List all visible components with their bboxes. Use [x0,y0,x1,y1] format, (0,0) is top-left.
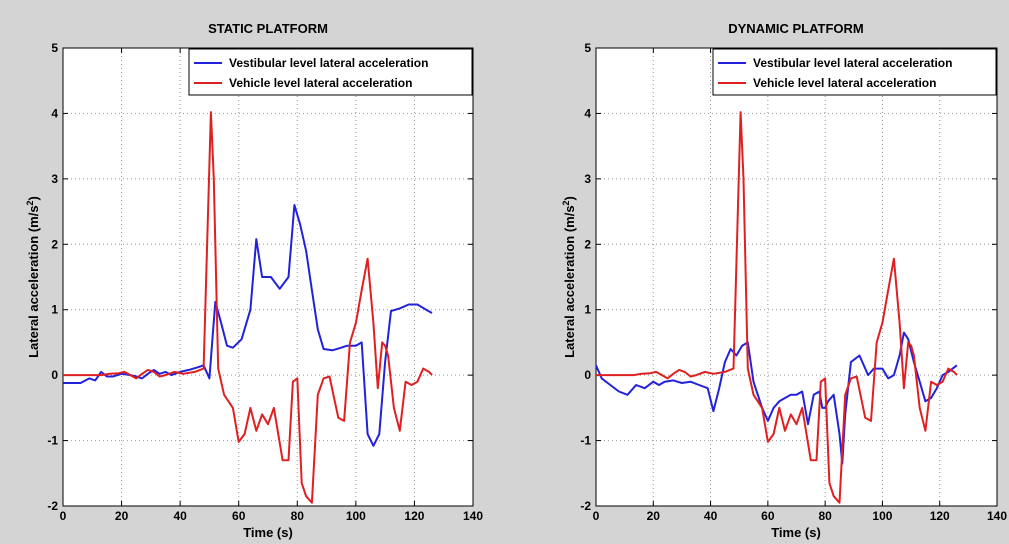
axis-ticks: 0 20 40 60 80 100 120 140 -2 -1 0 1 2 3 4 5 [580,41,1007,523]
legend-label-vehicle: Vehicle level lateral acceleration [229,76,412,90]
y-tick-label: 0 [584,368,591,382]
y-tick-label: -2 [580,499,591,513]
x-tick-label: 80 [291,509,305,523]
y-axis-label-superscript: 2 [25,200,35,205]
chart-dynamic-platform: DYNAMIC PLATFORM 0 20 40 60 80 100 120 140-2-10… [561,21,1007,540]
x-tick-label: 40 [704,509,718,523]
y-tick-label: 1 [51,303,58,317]
gridlines [596,48,997,506]
axis-ticks: 0 20 40 60 80 100 120 140 -2 -1 0 1 2 3 4 5 [47,41,483,523]
series-line-vehicle [596,111,958,504]
y-axis-label-main: Lateral acceleration (m/s [562,205,577,357]
y-axis-label-main: Lateral acceleration (m/s [26,205,41,357]
series-lines [595,111,958,504]
y-tick-label: 5 [584,41,591,55]
legend-label-vestibular: Vestibular level lateral acceleration [229,56,428,70]
y-axis-label-end: ) [26,196,41,200]
series-lines [63,111,433,504]
legend: Vestibular level lateral acceleration Ve… [188,48,473,96]
y-tick-label: 5 [51,41,58,55]
x-tick-label: 140 [987,509,1007,523]
y-tick-label: 2 [51,237,58,251]
x-tick-label: 60 [761,509,775,523]
y-axis-label-end: ) [562,196,577,200]
x-tick-label: 40 [173,509,187,523]
series-line-vehicle [63,111,433,504]
chart-title: DYNAMIC PLATFORM [728,21,864,36]
plot-area [595,47,998,507]
legend: Vestibular level lateral acceleration Ve… [712,48,997,96]
chart-static-platform: STATIC PLATFORM 0 20 40 60 80 100 120 140 -2 -1 0 1… [25,21,483,540]
x-tick-label: 0 [593,509,600,523]
x-tick-label: 100 [872,509,892,523]
legend-label-vestibular: Vestibular level lateral acceleration [753,56,952,70]
x-tick-label: 0 [60,509,67,523]
gridlines [63,48,473,506]
x-axis-label: Time (s) [243,525,293,540]
y-tick-label: 1 [584,303,591,317]
legend-label-vehicle: Vehicle level lateral acceleration [753,76,936,90]
chart-title: STATIC PLATFORM [208,21,328,36]
y-tick-label: 4 [584,106,591,120]
x-tick-label: 120 [930,509,950,523]
x-tick-label: 20 [115,509,129,523]
x-tick-label: 120 [404,509,424,523]
y-axis-label: Lateral acceleration (m/s2) [561,196,577,358]
x-tick-label: 100 [346,509,366,523]
y-axis-label-superscript: 2 [561,200,571,205]
x-tick-label: 140 [463,509,483,523]
legend-box [712,48,997,96]
y-tick-label: 0 [51,368,58,382]
y-tick-label: -1 [580,434,591,448]
y-tick-label: 2 [584,237,591,251]
y-tick-label: 3 [51,172,58,186]
y-tick-label: 4 [51,106,58,120]
x-tick-label: 60 [232,509,246,523]
x-axis-label: Time (s) [771,525,821,540]
y-axis-label: Lateral acceleration (m/s2) [25,196,41,358]
y-tick-label: -2 [47,499,58,513]
x-tick-label: 80 [818,509,832,523]
x-tick-label: 20 [647,509,661,523]
y-tick-label: -1 [47,434,58,448]
y-tick-label: 3 [584,172,591,186]
legend-box [188,48,473,96]
